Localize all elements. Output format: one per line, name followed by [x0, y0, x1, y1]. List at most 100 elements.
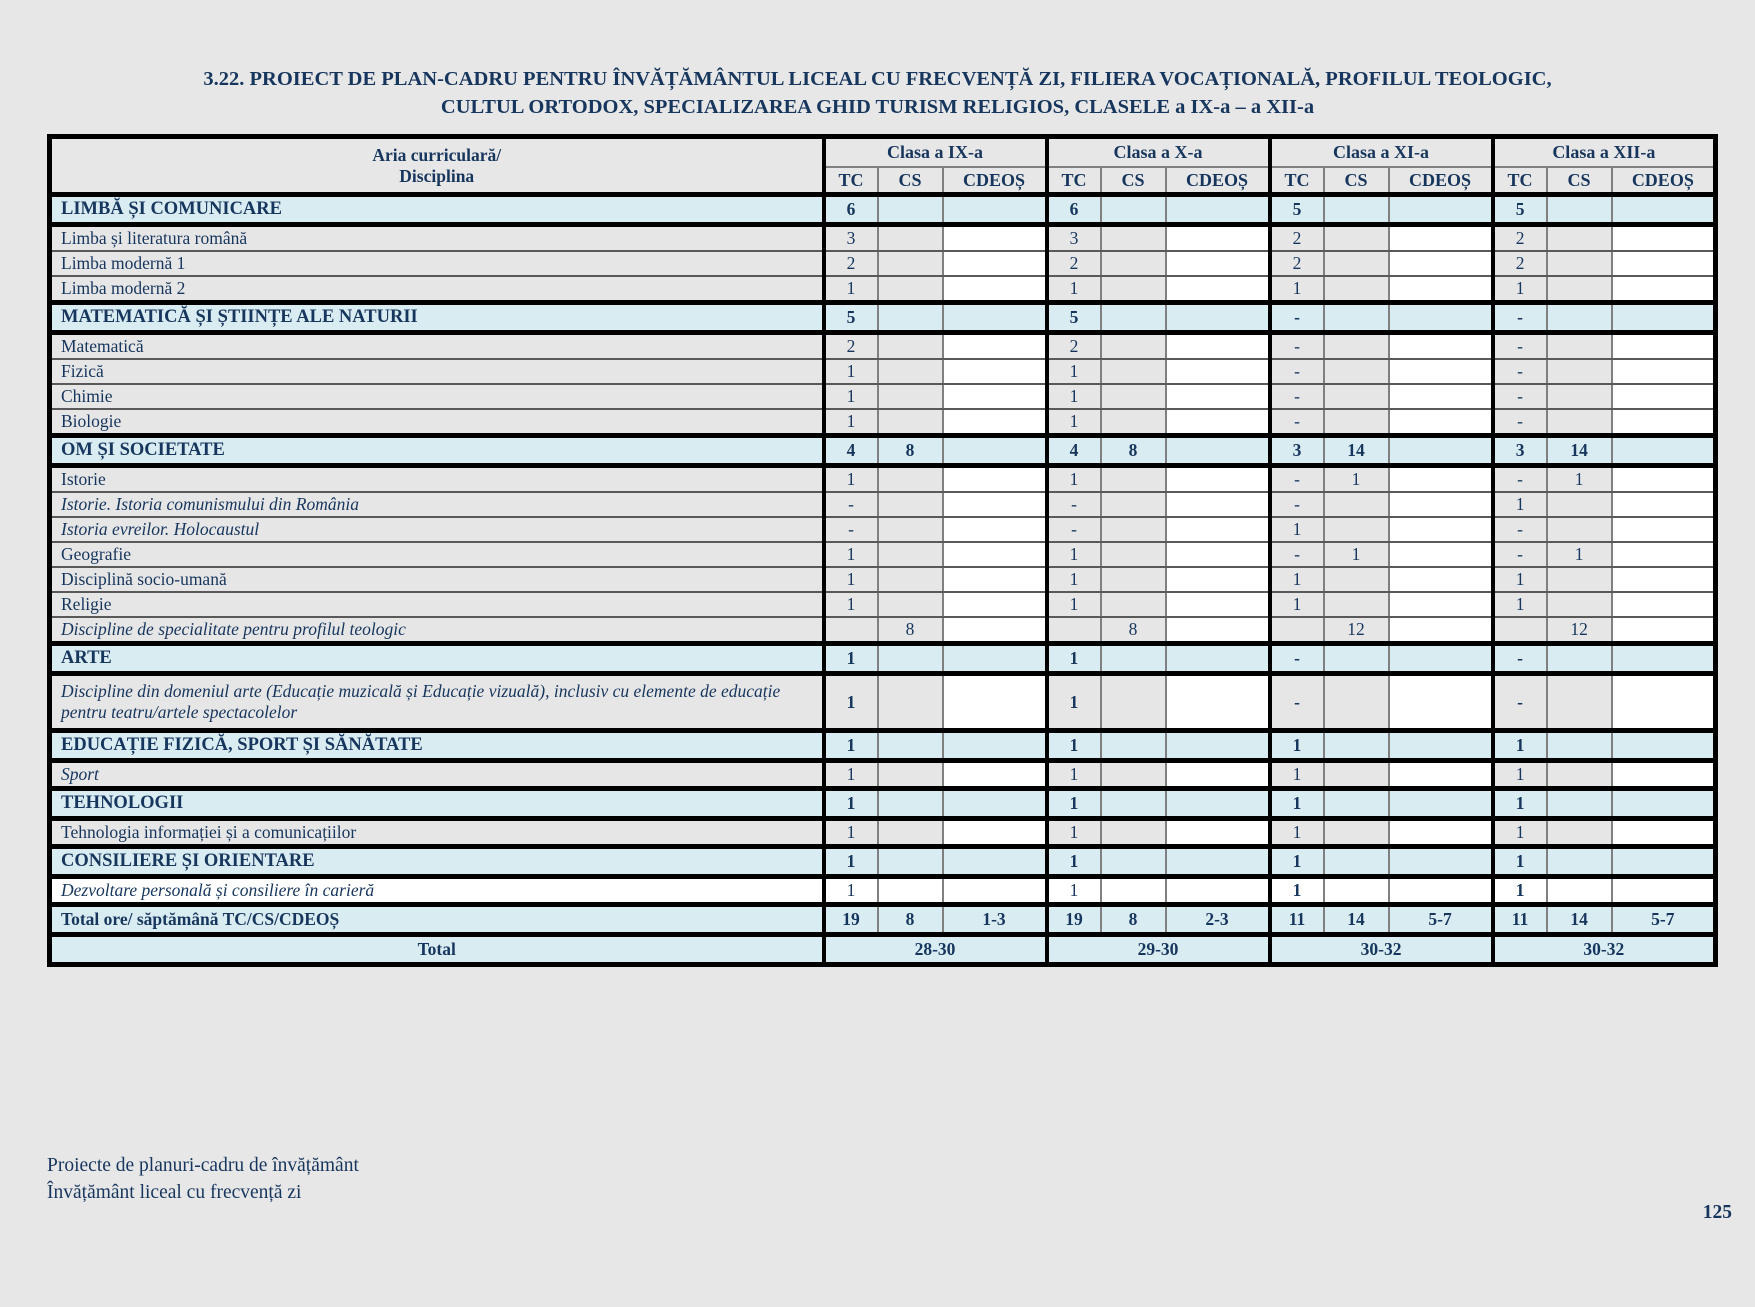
- value-cell: [1610, 616, 1717, 645]
- value-cell: [1322, 250, 1390, 278]
- value-cell: 1: [1044, 759, 1102, 790]
- value-cell: [1044, 616, 1102, 645]
- value-cell: 1: [821, 875, 879, 906]
- value-cell: 4: [1044, 433, 1102, 469]
- value-cell: 2: [1044, 250, 1102, 278]
- section-row: ARTE 1 1- -: [48, 641, 1717, 677]
- discipline-row: Geografie 1 1-1-1: [48, 541, 1717, 569]
- value-cell: [1164, 541, 1271, 569]
- value-cell: [1387, 616, 1494, 645]
- value-cell: [1387, 331, 1494, 361]
- value-cell: [1610, 300, 1717, 336]
- value-cell: [941, 516, 1048, 544]
- value-cell: [941, 250, 1048, 278]
- discipline-label: Sport: [48, 759, 826, 790]
- discipline-row: Dezvoltare personală și consiliere în ca…: [48, 875, 1717, 906]
- value-cell: 1: [1044, 464, 1102, 494]
- discipline-row: Fizică 1 1- -: [48, 358, 1717, 386]
- value-cell: [1099, 591, 1167, 619]
- value-cell: 1: [1490, 875, 1548, 906]
- page-number: 125: [1702, 1202, 1732, 1223]
- value-cell: [941, 728, 1048, 764]
- value-cell: 1: [1490, 844, 1548, 880]
- value-cell: 5-7: [1387, 902, 1494, 938]
- value-cell: [1099, 250, 1167, 278]
- discipline-label: OM ȘI SOCIETATE: [48, 433, 826, 469]
- value-cell: [1545, 383, 1613, 411]
- value-cell: [1610, 250, 1717, 278]
- value-cell: [941, 331, 1048, 361]
- value-cell: [1545, 817, 1613, 848]
- value-cell: [1387, 223, 1494, 253]
- discipline-row: Discipline din domeniul arte (Educație m…: [48, 672, 1717, 732]
- header-cdeos: CDEOȘ: [1610, 165, 1718, 197]
- value-cell: [1610, 817, 1717, 848]
- value-cell: [876, 728, 944, 764]
- header-cs: CS: [1322, 165, 1390, 197]
- value-cell: 3: [1044, 223, 1102, 253]
- value-cell: 12: [1545, 616, 1613, 645]
- value-cell: -: [1490, 408, 1548, 437]
- value-cell: [1545, 728, 1613, 764]
- value-cell: -: [1267, 331, 1325, 361]
- value-cell: [876, 844, 944, 880]
- value-cell: 1: [1267, 516, 1325, 544]
- value-cell: [941, 491, 1048, 519]
- value-cell: 6: [1044, 192, 1102, 228]
- value-cell: -: [1490, 300, 1548, 336]
- value-cell: [1099, 383, 1167, 411]
- value-cell: [1490, 616, 1548, 645]
- value-cell: -: [821, 491, 879, 519]
- value-cell: [1387, 408, 1494, 437]
- value-cell: [1610, 433, 1717, 469]
- value-cell: 1: [821, 591, 879, 619]
- value-cell: [1164, 844, 1271, 880]
- value-cell: [1610, 591, 1717, 619]
- value-cell: [1387, 786, 1494, 822]
- value-cell: 1-3: [941, 902, 1048, 938]
- value-cell: [1164, 331, 1271, 361]
- value-cell: [1545, 591, 1613, 619]
- value-cell: [1164, 591, 1271, 619]
- value-cell: [1099, 275, 1167, 304]
- value-cell: [941, 591, 1048, 619]
- discipline-row: Istoria evreilor. Holocaustul - -1-: [48, 516, 1717, 544]
- value-cell: [1322, 759, 1390, 790]
- value-cell: [1164, 516, 1271, 544]
- value-cell: [1387, 275, 1494, 304]
- value-cell: [1164, 641, 1271, 677]
- value-cell: [1164, 875, 1271, 906]
- discipline-label: TEHNOLOGII: [48, 786, 826, 822]
- value-cell: -: [1267, 300, 1325, 336]
- value-cell: 1: [1044, 566, 1102, 594]
- total-row: Total 28-30 29-30 30-32 30-32: [48, 932, 1717, 968]
- value-cell: [1610, 223, 1717, 253]
- value-cell: 2: [1490, 223, 1548, 253]
- discipline-label: Total: [48, 932, 826, 968]
- value-cell: 2: [1044, 331, 1102, 361]
- discipline-row: Istorie 1 1-1-1: [48, 464, 1717, 494]
- value-cell: 11: [1490, 902, 1548, 938]
- value-cell: -: [1490, 383, 1548, 411]
- discipline-row: Istorie. Istoria comunismului din Români…: [48, 491, 1717, 519]
- discipline-label: Istoria evreilor. Holocaustul: [48, 516, 826, 544]
- value-cell: [1322, 786, 1390, 822]
- value-cell: [1610, 786, 1717, 822]
- value-cell: [941, 408, 1048, 437]
- value-cell: [941, 383, 1048, 411]
- value-cell: 1: [821, 566, 879, 594]
- discipline-label: Geografie: [48, 541, 826, 569]
- value-cell: [1545, 491, 1613, 519]
- value-cell: [1545, 786, 1613, 822]
- discipline-label: LIMBĂ ȘI COMUNICARE: [48, 192, 826, 228]
- value-cell: [1387, 759, 1494, 790]
- value-cell: [1322, 383, 1390, 411]
- value-cell: [1545, 275, 1613, 304]
- discipline-label: CONSILIERE ȘI ORIENTARE: [48, 844, 826, 880]
- discipline-label: ARTE: [48, 641, 826, 677]
- total-value-cell: 30-32: [1490, 932, 1717, 968]
- value-cell: 1: [1267, 844, 1325, 880]
- value-cell: [1164, 408, 1271, 437]
- value-cell: -: [1490, 516, 1548, 544]
- footer-text: Proiecte de planuri-cadru de învățământ …: [47, 1152, 359, 1207]
